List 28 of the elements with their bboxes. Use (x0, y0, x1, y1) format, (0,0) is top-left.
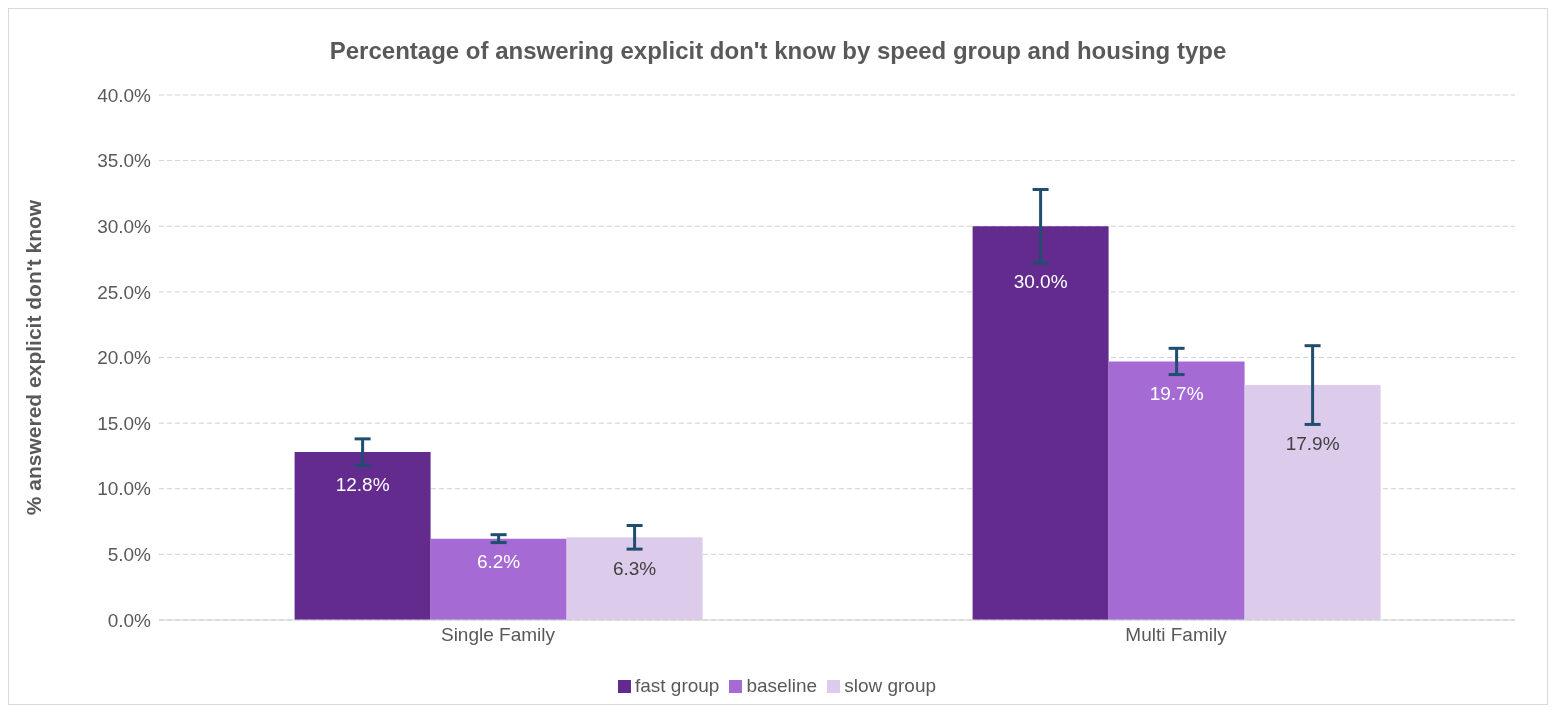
bar (294, 452, 431, 620)
data-label: 12.8% (335, 473, 390, 495)
data-label: 6.3% (612, 557, 657, 579)
y-tick-label: 10.0% (97, 478, 152, 500)
chart-title: Percentage of answering explicit don't know by speed group and housing type (328, 36, 1228, 66)
y-tick-label: 40.0% (97, 84, 152, 106)
legend-label: slow group (844, 675, 937, 696)
y-tick-label: 30.0% (97, 215, 152, 237)
y-axis-title: % answered explicit don't know (22, 199, 46, 516)
bar (430, 538, 567, 620)
data-label: 19.7% (1149, 383, 1204, 405)
data-label: 6.2% (476, 551, 521, 573)
bar (972, 226, 1109, 620)
bar (1244, 385, 1381, 620)
y-tick-label: 25.0% (97, 281, 152, 303)
x-tick-label: Single Family (440, 624, 556, 646)
bar (566, 537, 703, 620)
data-label: 17.9% (1285, 432, 1340, 454)
y-tick-label: 20.0% (97, 347, 152, 369)
y-tick-label: 35.0% (97, 150, 152, 172)
y-tick-label: 15.0% (97, 412, 152, 434)
y-tick-label: 0.0% (107, 609, 152, 631)
y-tick-label: 5.0% (107, 544, 152, 566)
legend-label: fast group (634, 675, 720, 696)
data-label: 30.0% (1013, 271, 1068, 293)
legend-label: baseline (746, 675, 818, 696)
x-tick-label: Multi Family (1125, 624, 1228, 646)
bar (1108, 361, 1245, 620)
